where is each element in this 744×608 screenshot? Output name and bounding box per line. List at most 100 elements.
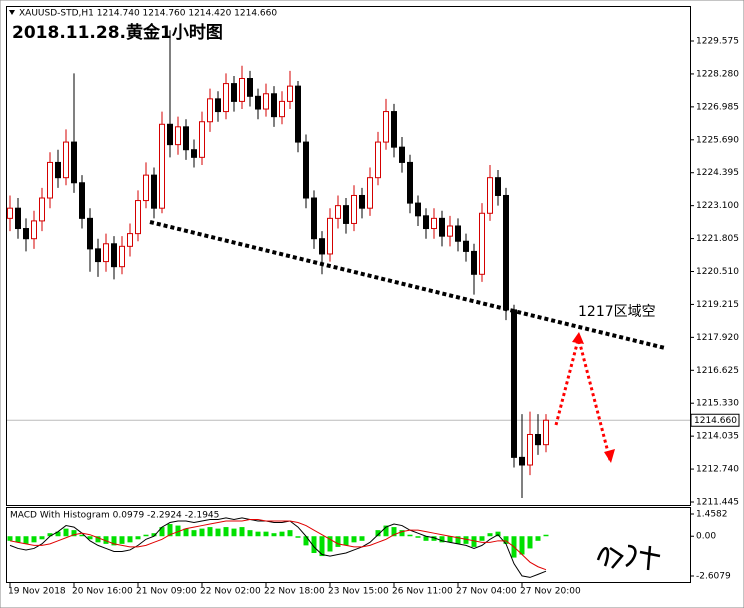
macd-histogram-bar <box>151 533 157 537</box>
candle-body <box>231 83 237 102</box>
candle-body <box>15 207 21 230</box>
candle-body <box>23 228 29 240</box>
macd-title: MACD With Histogram 0.0979 -2.2924 -2.19… <box>10 511 219 521</box>
candle-body <box>79 182 85 219</box>
candle-body <box>367 177 373 209</box>
macd-histogram-bar <box>439 536 445 543</box>
macd-histogram-bar <box>183 528 189 537</box>
macd-histogram-bar <box>335 536 341 547</box>
candle-body <box>103 243 109 263</box>
candle-body <box>375 141 381 179</box>
candle-body <box>271 93 277 118</box>
candle-body <box>279 100 285 118</box>
candle-body <box>407 161 413 204</box>
macd-panel <box>6 507 691 583</box>
macd-histogram-bar <box>543 534 549 537</box>
candle-body <box>399 146 405 163</box>
candle-body <box>151 174 157 209</box>
candle-body <box>495 177 501 196</box>
macd-histogram-bar <box>279 531 285 537</box>
candle-body <box>359 194 365 209</box>
candle-body <box>159 123 165 209</box>
candle-body <box>183 126 189 151</box>
candle-body <box>303 141 309 199</box>
candle-body <box>71 141 77 184</box>
macd-histogram-bar <box>287 530 293 537</box>
macd-histogram-bar <box>431 536 437 541</box>
macd-histogram-bar <box>119 536 125 544</box>
macd-histogram-bar <box>503 536 509 544</box>
y-tick-label: 0.00 <box>696 532 716 542</box>
macd-histogram-bar <box>175 525 181 537</box>
macd-histogram-bar <box>495 531 501 537</box>
candle-body <box>287 85 293 102</box>
macd-histogram-bar <box>463 536 469 544</box>
chart-title: 2018.11.28.黄金1小时图 <box>12 22 223 43</box>
macd-histogram-bar <box>423 536 429 541</box>
x-tick-label: 23 Nov 15:00 <box>328 587 389 597</box>
macd-histogram-bar <box>191 530 197 537</box>
candle-body <box>327 217 333 255</box>
macd-histogram-bar <box>63 528 69 537</box>
candle-body <box>319 238 325 255</box>
y-tick-label: 1221.805 <box>696 234 739 244</box>
candle-body <box>415 202 421 217</box>
macd-histogram-bar <box>167 524 173 537</box>
macd-histogram-bar <box>127 536 133 543</box>
candle-body <box>167 123 173 146</box>
macd-histogram-bar <box>535 536 541 541</box>
candle-body <box>423 215 429 230</box>
price-label-box <box>690 413 740 427</box>
candle-body <box>39 197 45 222</box>
candle-body <box>223 83 229 113</box>
macd-histogram-bar <box>295 536 301 538</box>
macd-histogram-bar <box>7 536 13 541</box>
candle-body <box>311 197 317 240</box>
macd-histogram-bar <box>343 536 349 546</box>
price-label: 1214.660 <box>694 416 737 426</box>
candle-body <box>199 121 205 158</box>
macd-histogram-bar <box>519 536 525 555</box>
macd-histogram-bar <box>47 533 53 537</box>
macd-histogram-bar <box>39 536 45 540</box>
macd-histogram-bar <box>79 534 85 537</box>
macd-histogram-bar <box>103 536 109 544</box>
candle-body <box>31 220 37 240</box>
y-tick-label: 1212.740 <box>696 465 739 475</box>
macd-histogram-bar <box>271 533 277 537</box>
candle-body <box>431 217 437 230</box>
candle-body <box>479 212 485 275</box>
candle-body <box>511 309 517 458</box>
y-tick-label: 1214.035 <box>696 432 739 442</box>
macd-line <box>9 518 547 571</box>
macd-histogram-bar <box>447 536 453 543</box>
y-tick-label: -2.6079 <box>696 572 731 582</box>
x-tick-label: 22 Nov 02:00 <box>200 587 261 597</box>
candle-body <box>47 161 53 199</box>
candle-body <box>391 111 397 148</box>
macd-histogram-bar <box>527 536 533 549</box>
trend-line <box>149 220 666 350</box>
candle-body <box>239 78 245 102</box>
macd-histogram-bar <box>223 527 229 537</box>
y-tick-label: 1229.575 <box>696 37 739 47</box>
y-tick-label: 1220.510 <box>696 267 739 277</box>
y-tick-label: 1225.690 <box>696 135 739 145</box>
y-tick-label: 1219.215 <box>696 300 739 310</box>
macd-histogram-bar <box>255 531 261 537</box>
x-tick-label: 20 Nov 16:00 <box>72 587 133 597</box>
y-tick-label: 1223.100 <box>696 201 739 211</box>
macd-histogram-bar <box>415 536 421 538</box>
candle-body <box>455 225 461 242</box>
macd-histogram-bar <box>303 536 309 546</box>
candle-body <box>207 98 213 123</box>
macd-histogram-bar <box>383 525 389 537</box>
macd-histogram-bar <box>143 534 149 537</box>
macd-histogram-bar <box>319 536 325 557</box>
macd-histogram-bar <box>159 527 165 537</box>
macd-histogram-bar <box>135 536 141 540</box>
candle-body <box>343 205 349 224</box>
macd-histogram-bar <box>407 534 413 537</box>
